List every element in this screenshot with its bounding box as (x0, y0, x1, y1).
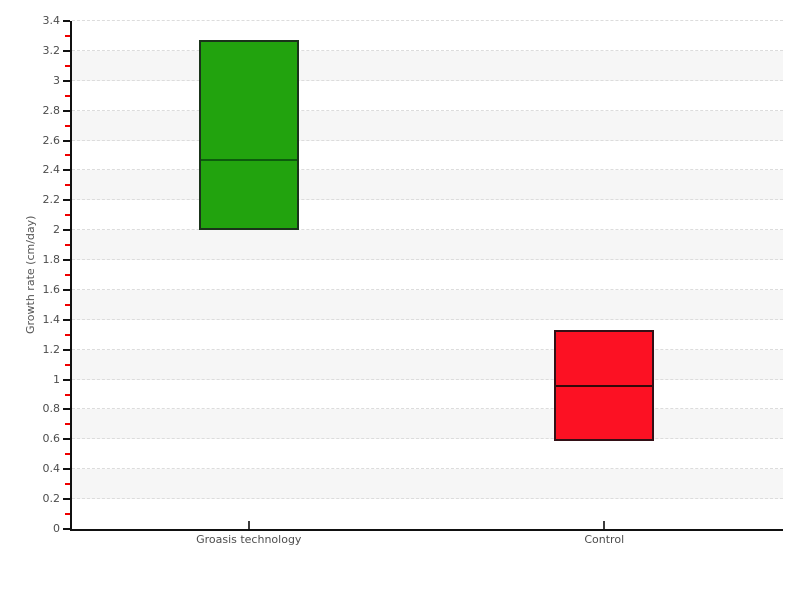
gridline-dashed (72, 49, 783, 51)
y-minor-tick (65, 423, 70, 426)
y-tick-label: 3.4 (42, 14, 61, 27)
y-minor-tick (65, 64, 70, 67)
box-groasis-technology[interactable] (198, 40, 299, 231)
y-minor-tick (65, 214, 70, 217)
y-major-tick (63, 348, 70, 351)
gridline-dashed (72, 408, 783, 410)
y-minor-tick (65, 154, 70, 157)
y-tick-label: 1 (53, 372, 60, 386)
grid-stripe (72, 349, 783, 380)
y-minor-tick (65, 333, 70, 336)
y-tick-label: 2 (53, 223, 60, 237)
y-major-tick (63, 20, 70, 22)
y-tick-label: 1.8 (42, 253, 61, 267)
median-line-groasis-technology (200, 158, 297, 161)
y-major-tick (63, 378, 70, 381)
gridline-dashed (72, 378, 783, 380)
grid-stripe (72, 50, 783, 81)
y-minor-tick (65, 274, 70, 276)
grid-stripe (72, 409, 783, 440)
grid-stripe (72, 230, 783, 261)
gridline-dashed (72, 259, 783, 261)
y-tick-label: 2.2 (42, 193, 61, 207)
gridline-dashed (72, 169, 783, 171)
y-minor-tick (65, 453, 70, 456)
y-major-tick (63, 79, 70, 82)
y-major-tick (63, 288, 70, 291)
y-major-tick (63, 109, 70, 112)
gridline-dashed (72, 79, 783, 81)
y-tick-label: 3.2 (42, 43, 61, 57)
y-axis-title: Growth rate (cm/day) (24, 215, 37, 335)
y-tick-label: 0 (53, 522, 60, 535)
x-tick (603, 521, 606, 529)
y-tick-label: 0.2 (42, 492, 61, 506)
y-tick-label: 2.6 (42, 133, 61, 147)
y-tick-label: 3 (53, 73, 60, 87)
y-tick-label: 2.4 (42, 163, 61, 177)
y-tick-label: 1.4 (42, 312, 61, 326)
y-major-tick (63, 169, 70, 172)
y-major-tick (63, 229, 70, 232)
y-minor-tick (65, 34, 70, 37)
x-tick (247, 521, 250, 529)
y-tick-label: 0.6 (42, 432, 61, 446)
y-major-tick (63, 199, 70, 202)
grid-stripe (72, 289, 783, 320)
y-major-tick (63, 438, 70, 441)
y-major-tick (63, 498, 70, 501)
y-minor-tick (65, 244, 70, 247)
y-minor-tick (65, 184, 70, 187)
y-minor-tick (65, 363, 70, 366)
median-line-control (556, 384, 653, 387)
grid-stripe (72, 110, 783, 141)
x-category-label: Control (584, 533, 625, 546)
y-major-tick (63, 49, 70, 52)
y-major-tick (63, 318, 70, 321)
y-major-tick (63, 528, 70, 530)
y-major-tick (63, 468, 70, 471)
y-minor-tick (65, 513, 70, 516)
y-tick-label: 2.8 (42, 103, 61, 117)
y-minor-tick (65, 124, 70, 127)
y-tick-label: 1.2 (42, 342, 61, 356)
y-axis-line (70, 21, 72, 531)
gridline-dashed (72, 20, 783, 21)
y-tick-label: 0.4 (42, 462, 61, 476)
x-axis-line (70, 529, 783, 531)
y-major-tick (63, 259, 70, 262)
y-major-tick (63, 139, 70, 142)
x-category-label: Groasis technology (196, 533, 302, 546)
y-minor-tick (65, 483, 70, 486)
y-minor-tick (65, 94, 70, 97)
gridline-dashed (72, 199, 783, 201)
gridline-dashed (72, 438, 783, 440)
gridline-dashed (72, 348, 783, 350)
gridline-dashed (72, 229, 783, 231)
y-minor-tick (65, 303, 70, 306)
grid-stripe (72, 469, 783, 500)
gridline-dashed (72, 288, 783, 290)
gridline-dashed (72, 468, 783, 470)
grid-stripe (72, 170, 783, 201)
gridline-dashed (72, 498, 783, 500)
y-tick-label: 1.6 (42, 282, 61, 296)
y-major-tick (63, 408, 70, 411)
gridline-dashed (72, 109, 783, 111)
gridline-dashed (72, 318, 783, 320)
y-minor-tick (65, 393, 70, 396)
y-tick-label: 0.8 (42, 402, 61, 416)
gridline-dashed (72, 139, 783, 141)
